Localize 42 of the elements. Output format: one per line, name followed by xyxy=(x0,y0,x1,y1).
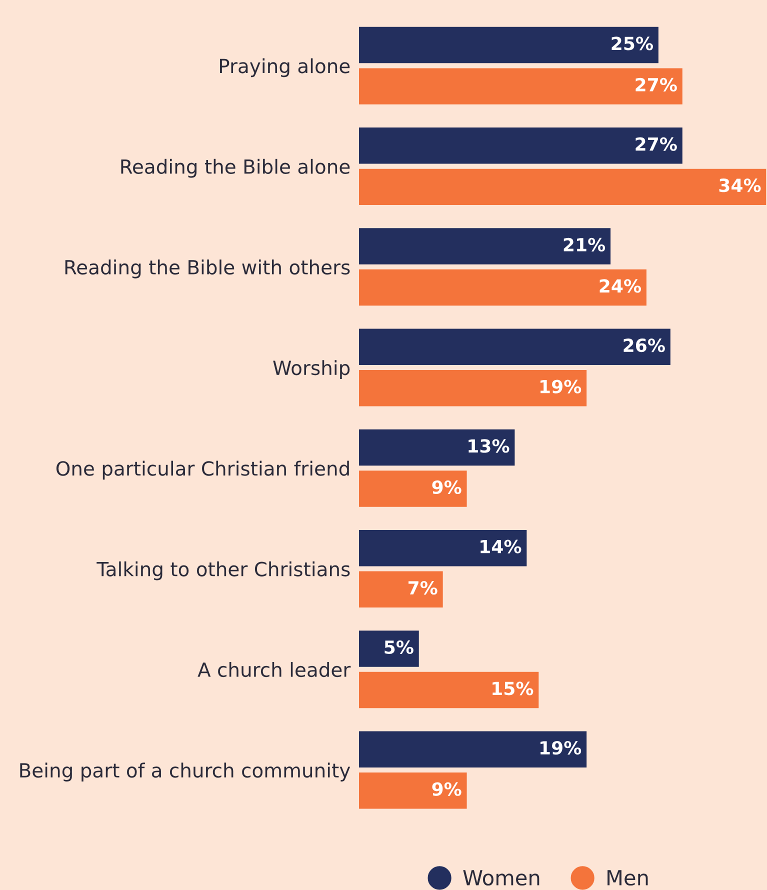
legend-label: Men xyxy=(608,870,648,886)
data-label: 34% xyxy=(719,178,761,192)
data-label: 5% xyxy=(384,640,414,654)
y-tick-label: Being part of a church community xyxy=(20,762,350,782)
bar xyxy=(359,68,682,104)
y-tick-label: Praying alone xyxy=(220,58,350,78)
bar xyxy=(359,328,670,366)
bar xyxy=(359,168,766,206)
y-tick-label: Worship xyxy=(273,360,350,379)
legend-label: Women xyxy=(463,870,540,886)
bar xyxy=(359,530,527,566)
y-tick-label: Talking to other Christians xyxy=(96,561,350,580)
data-label: 19% xyxy=(540,380,582,394)
data-label: 19% xyxy=(540,740,582,755)
data-label: 21% xyxy=(564,238,606,252)
data-label: 9% xyxy=(432,480,462,494)
bar xyxy=(359,470,467,507)
data-label: 27% xyxy=(636,137,677,151)
data-label: 13% xyxy=(468,439,510,453)
data-label: 9% xyxy=(432,782,462,796)
data-label: 27% xyxy=(636,78,677,92)
bar xyxy=(359,429,515,466)
data-label: 25% xyxy=(612,36,653,50)
bar xyxy=(359,772,467,809)
y-tick-label: Reading the Bible alone xyxy=(121,158,350,178)
bar xyxy=(359,672,539,708)
bar xyxy=(359,228,611,264)
bar xyxy=(359,269,646,306)
y-tick-label: Reading the Bible with others xyxy=(65,260,350,278)
bar xyxy=(359,370,587,406)
bar xyxy=(359,26,658,64)
data-label: 15% xyxy=(492,682,534,696)
bar xyxy=(359,630,419,667)
data-label: 26% xyxy=(624,338,665,352)
data-label: 24% xyxy=(600,279,641,293)
y-tick-label: A church leader xyxy=(198,662,351,678)
data-label: 14% xyxy=(480,540,522,554)
bar xyxy=(359,731,587,768)
y-tick-label: One particular Christian friend xyxy=(56,460,349,480)
bar xyxy=(359,128,682,164)
data-label: 7% xyxy=(408,581,438,595)
bar xyxy=(359,571,443,608)
